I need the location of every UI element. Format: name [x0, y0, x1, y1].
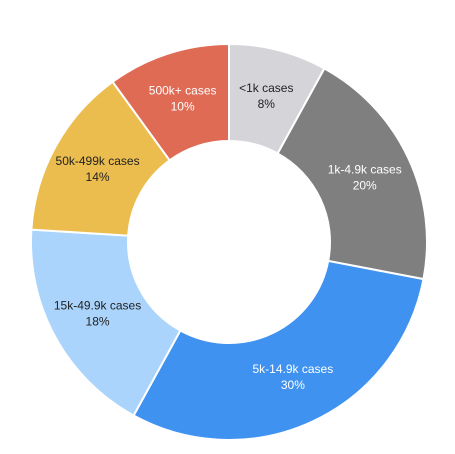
slice-value-label: 30%	[281, 378, 305, 392]
slice-value-label: 14%	[86, 170, 110, 184]
slice-label: 500k+ cases	[149, 84, 217, 98]
slice-label: <1k cases	[239, 81, 293, 95]
slice-value-label: 10%	[171, 100, 195, 114]
slice-value-label: 20%	[353, 178, 377, 192]
slice-label: 15k-49.9k cases	[54, 298, 141, 312]
slice-label: 50k-499k cases	[56, 154, 140, 168]
donut-slice	[111, 42, 230, 162]
slice-label: 1k-4.9k cases	[328, 162, 402, 176]
donut-slice	[132, 259, 425, 441]
slice-value-label: 8%	[258, 97, 276, 111]
slice-label: 5k-14.9k cases	[253, 362, 334, 376]
donut-slice	[276, 67, 428, 281]
donut-slice	[30, 228, 182, 417]
slice-value-label: 18%	[86, 314, 110, 328]
